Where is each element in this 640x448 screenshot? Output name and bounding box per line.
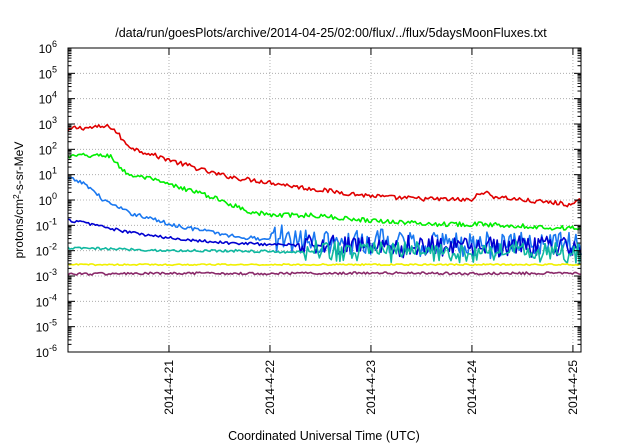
x-tick-label: 2014-4-24 xyxy=(465,360,479,415)
flux-series-line xyxy=(67,152,582,231)
y-tick-label: 10-2 xyxy=(36,242,57,259)
y-tick-label: 10-3 xyxy=(36,267,57,284)
flux-series-line xyxy=(67,123,582,208)
y-tick-label: 10-6 xyxy=(36,343,57,360)
y-tick-labels: 10-6 10-5 10-4 10-3 10-2 10-1 100 101 102 103 104 1… xyxy=(36,39,57,360)
axis-ticks xyxy=(68,47,581,353)
chart-title: /data/run/goesPlots/archive/2014-04-25/0… xyxy=(115,26,547,40)
x-tick-label: 2014-4-22 xyxy=(263,360,277,415)
y-tick-label: 106 xyxy=(39,39,57,56)
flux-series-line xyxy=(67,239,582,264)
data-series xyxy=(67,123,582,276)
grid xyxy=(68,48,581,352)
y-tick-label: 102 xyxy=(39,140,57,157)
y-tick-label: 10-1 xyxy=(36,216,57,233)
x-axis-label: Coordinated Universal Time (UTC) xyxy=(228,429,420,443)
y-tick-label: 101 xyxy=(39,166,57,183)
plot-frame xyxy=(67,47,582,353)
x-tick-label: 2014-4-23 xyxy=(364,360,378,415)
y-tick-label: 103 xyxy=(39,115,57,132)
x-tick-label: 2014-4-21 xyxy=(162,360,176,415)
flux-series-line xyxy=(67,218,582,259)
y-tick-label: 105 xyxy=(39,64,57,81)
y-tick-label: 10-5 xyxy=(36,318,57,335)
y-tick-label: 104 xyxy=(39,90,57,107)
y-tick-label: 100 xyxy=(39,191,57,208)
x-tick-label: 2014-4-25 xyxy=(566,360,580,415)
y-tick-label: 10-4 xyxy=(36,292,57,309)
y-axis-label: protons/cm2-s-sr-MeV xyxy=(11,142,26,259)
flux-series-line xyxy=(67,271,582,276)
x-tick-labels: 2014-4-21 2014-4-22 2014-4-23 2014-4-24 2014… xyxy=(162,360,580,415)
flux-series-line xyxy=(67,263,582,267)
